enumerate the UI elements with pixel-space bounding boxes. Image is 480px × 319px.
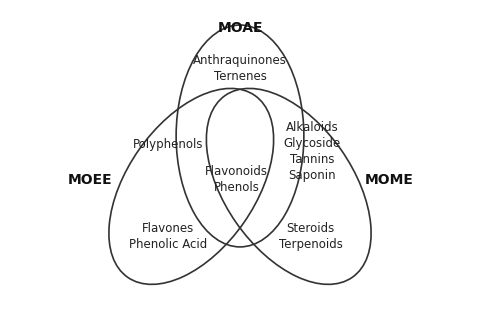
Text: Flavonoids
Phenols: Flavonoids Phenols [205,165,268,194]
Text: Steroids
Terpenoids: Steroids Terpenoids [279,222,343,251]
Text: Polyphenols: Polyphenols [132,138,203,151]
Text: MOEE: MOEE [68,173,113,187]
Text: MOME: MOME [365,173,414,187]
Text: Flavones
Phenolic Acid: Flavones Phenolic Acid [129,222,207,251]
Text: Anthraquinones
Ternenes: Anthraquinones Ternenes [193,54,287,83]
Text: Alkaloids
Glycoside
Tannins
Saponin: Alkaloids Glycoside Tannins Saponin [284,121,341,182]
Text: MOAE: MOAE [217,21,263,35]
